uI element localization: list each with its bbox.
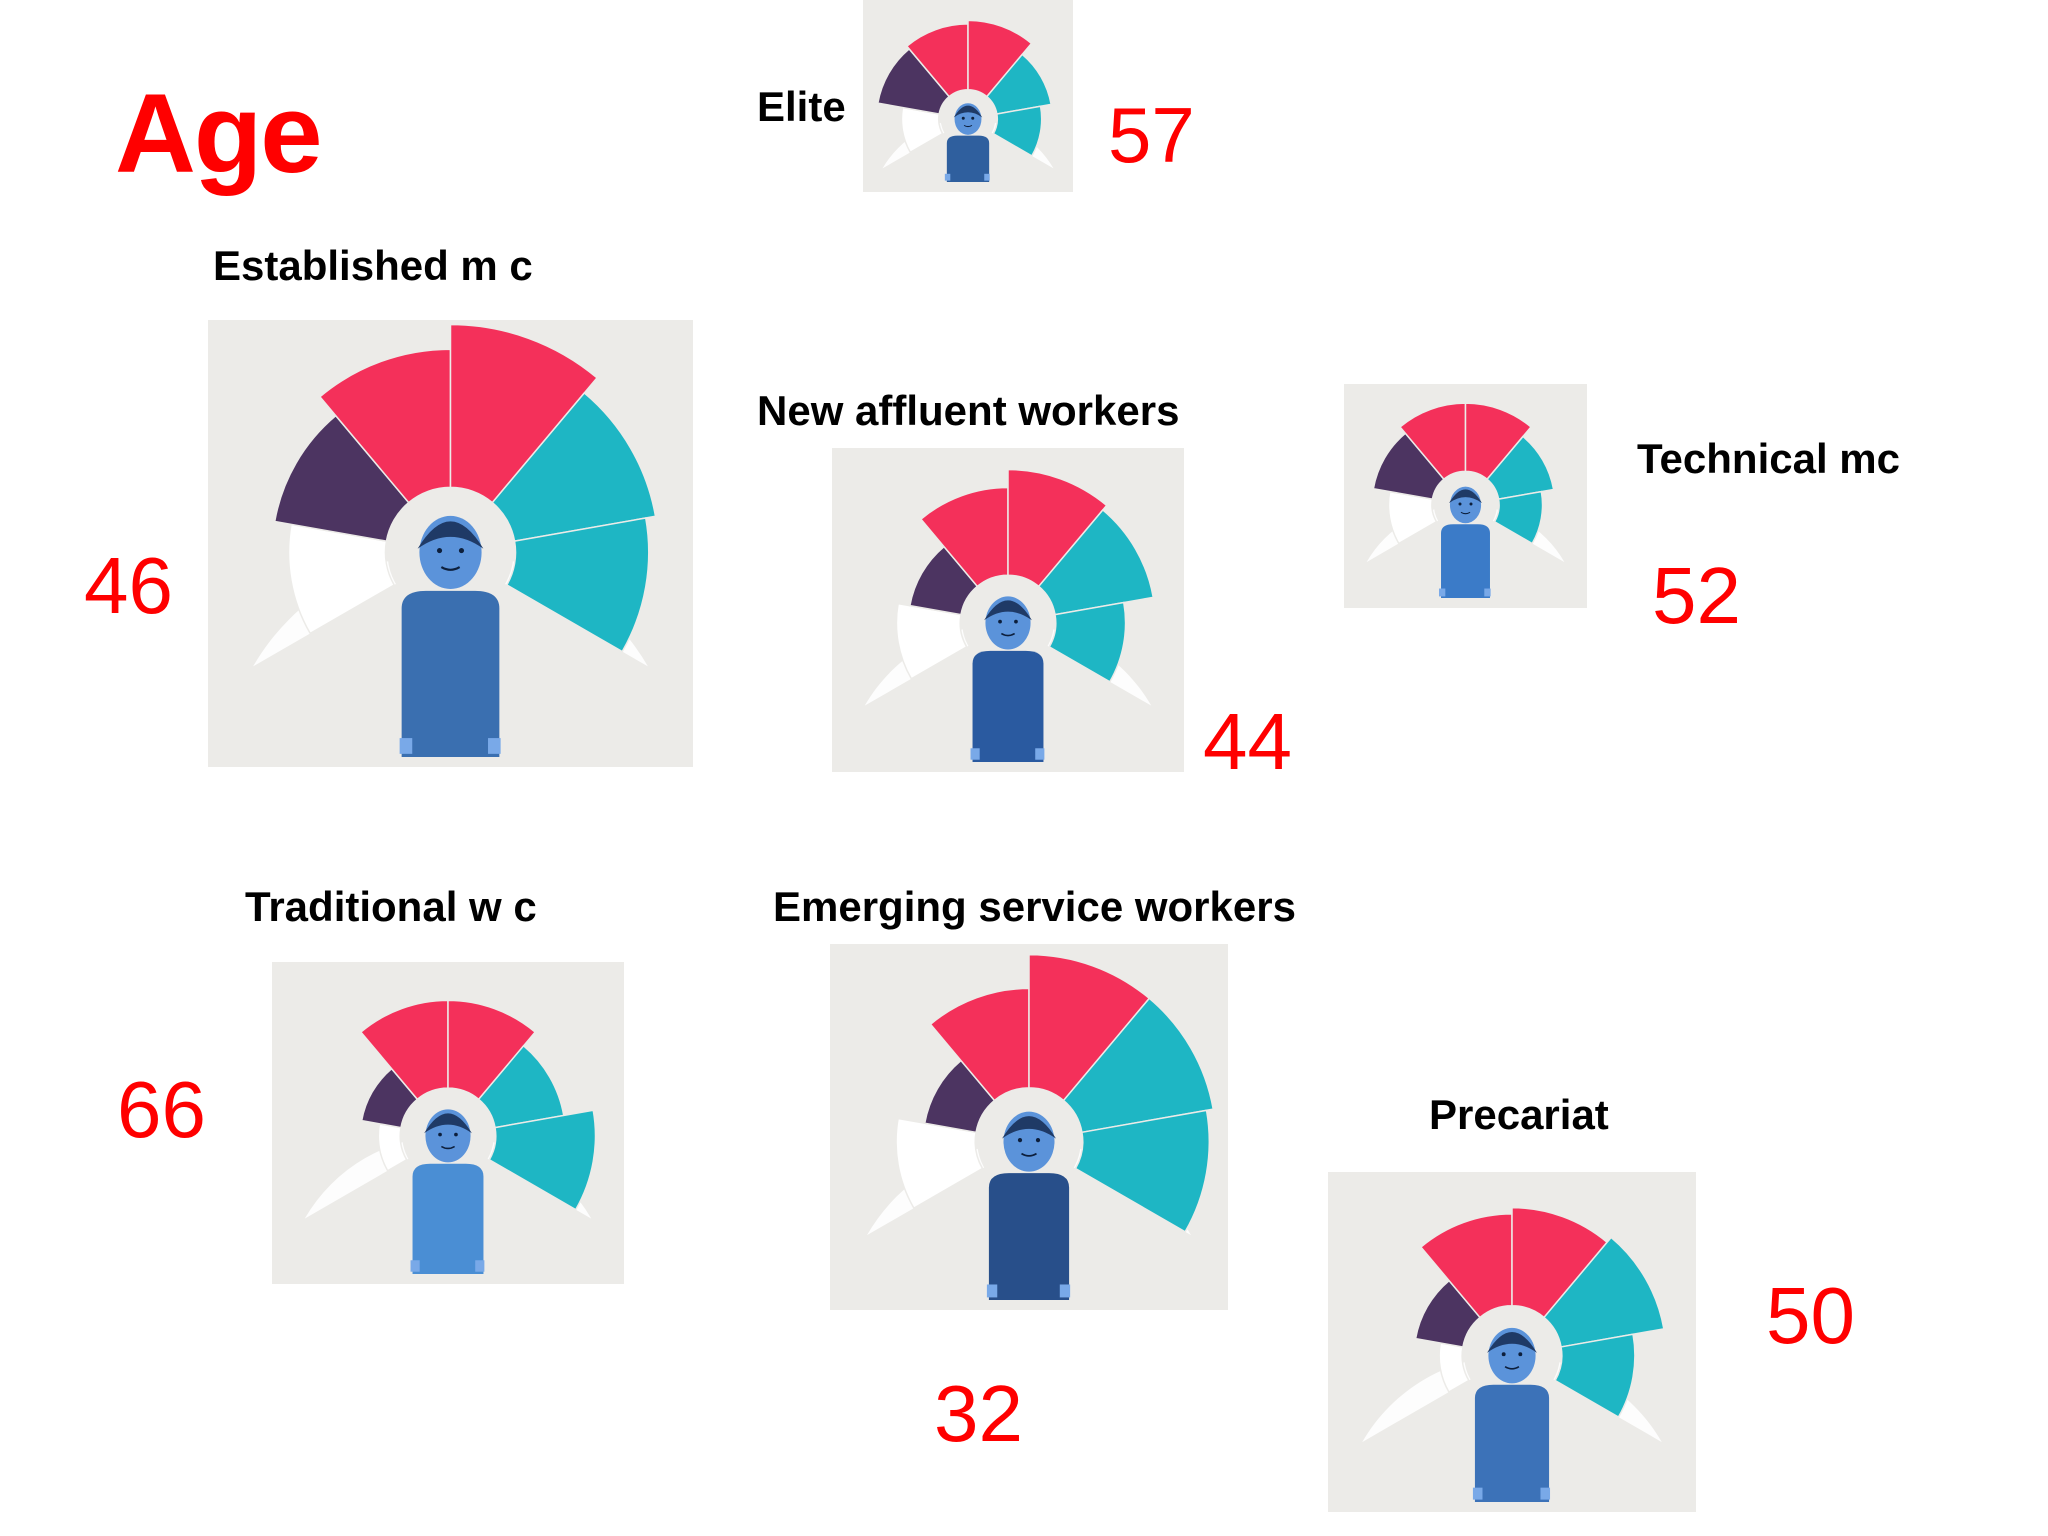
segment-chart	[253, 323, 657, 757]
segment-2	[1419, 1213, 1513, 1319]
man-plaid-shirt-icon	[970, 596, 1045, 762]
segment-2	[1398, 402, 1467, 481]
segment-2	[318, 348, 452, 504]
segment-4	[1037, 508, 1155, 616]
segment-4	[491, 391, 657, 543]
segment-2	[905, 23, 969, 98]
group-label-technical: Technical mc	[1637, 435, 1900, 482]
segment-1	[273, 414, 410, 543]
segment-0	[895, 602, 968, 680]
segment-3	[1464, 402, 1533, 481]
group-age-technical: 52	[1652, 551, 1741, 640]
segment-3	[447, 999, 537, 1101]
woman-blazer-icon	[1472, 1327, 1551, 1502]
segment-5	[1048, 601, 1127, 683]
segment-3	[1028, 953, 1151, 1102]
group-label-emerging: Emerging service workers	[773, 883, 1296, 930]
group-age-precariat: 50	[1766, 1271, 1855, 1360]
segment-chart	[867, 953, 1215, 1300]
group-label-new-affluent: New affluent workers	[757, 387, 1180, 434]
segment-3	[1007, 468, 1108, 588]
group-figure-established	[208, 320, 693, 767]
segment-3	[1511, 1206, 1609, 1319]
group-age-elite: 57	[1108, 91, 1195, 179]
segment-4	[985, 53, 1053, 115]
segment-5	[505, 517, 650, 653]
segment-4	[1062, 997, 1215, 1134]
segment-4	[1486, 435, 1555, 500]
segment-chart	[304, 999, 597, 1274]
segment-5	[1074, 1109, 1211, 1233]
group-figure-technical	[1344, 384, 1587, 608]
group-figure-new-affluent	[832, 448, 1184, 772]
segment-3	[449, 323, 599, 504]
group-figure-precariat	[1328, 1172, 1696, 1512]
segment-chart	[1366, 402, 1565, 598]
segment-1	[909, 545, 979, 616]
segment-1	[1372, 432, 1445, 500]
group-label-established: Established m c	[213, 242, 533, 289]
group-figure-traditional	[272, 962, 624, 1284]
segment-1	[923, 1059, 996, 1134]
bearded-man-suit-icon	[399, 515, 501, 757]
segment-chart	[1362, 1206, 1665, 1502]
segment-2	[919, 486, 1009, 588]
group-label-traditional: Traditional w c	[245, 883, 537, 930]
segment-chart	[876, 19, 1054, 182]
group-age-new-affluent: 44	[1203, 697, 1292, 786]
group-age-established: 46	[84, 541, 173, 630]
segment-5	[1554, 1333, 1636, 1419]
segment-chart	[864, 468, 1155, 762]
segment-2	[359, 999, 449, 1101]
group-label-precariat: Precariat	[1429, 1091, 1609, 1138]
person-blue-shirt-icon	[1439, 486, 1491, 598]
man-glasses-suit-icon	[944, 103, 990, 182]
segment-1	[1414, 1279, 1482, 1348]
group-figure-elite	[863, 0, 1073, 192]
segment-0	[1438, 1342, 1470, 1394]
segment-0	[895, 1117, 984, 1210]
segment-4	[1542, 1236, 1665, 1348]
segment-4	[477, 1044, 565, 1129]
segment-5	[1493, 490, 1544, 545]
group-label-elite: Elite	[757, 83, 846, 130]
segment-5	[992, 105, 1043, 157]
group-age-emerging: 32	[934, 1369, 1023, 1458]
segment-0	[1387, 490, 1438, 545]
segment-0	[900, 106, 944, 154]
segment-5	[488, 1109, 597, 1211]
segment-2	[929, 987, 1030, 1102]
segment-0	[377, 1122, 408, 1172]
segment-0	[287, 523, 396, 635]
segment-3	[967, 19, 1033, 98]
page-title: Age	[115, 71, 323, 196]
elderly-woman-icon	[410, 1109, 485, 1274]
person-hoodie-icon	[986, 1111, 1071, 1300]
segment-1	[876, 47, 951, 115]
group-figure-emerging	[830, 944, 1228, 1310]
group-age-traditional: 66	[117, 1065, 206, 1154]
